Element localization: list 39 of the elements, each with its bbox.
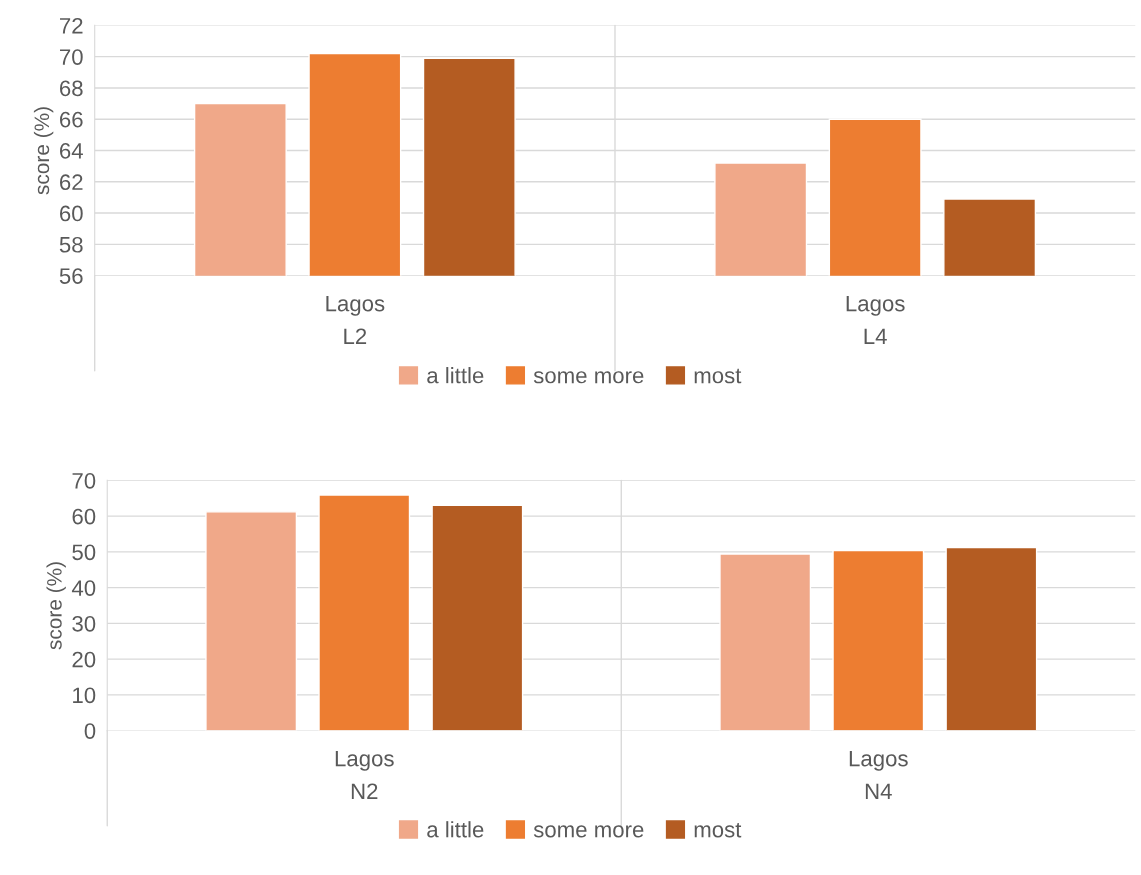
y-tick-label: 30 — [72, 615, 96, 632]
bar — [205, 511, 298, 731]
legend-label: a little — [427, 367, 484, 384]
y-tick-label: 66 — [60, 111, 83, 128]
y-tick-label: 10 — [73, 687, 96, 704]
y-tick-label: 50 — [72, 544, 96, 561]
legend-label: some more — [533, 825, 644, 838]
text: L4 — [864, 328, 887, 344]
x-tick-label: Lagos — [326, 295, 385, 316]
y-tick-label: 56 — [59, 268, 83, 284]
y-tick-label: 20 — [72, 651, 96, 668]
y-axis-title: score (%) — [33, 107, 54, 195]
bar — [719, 553, 812, 731]
y-tick-label: 72 — [60, 17, 83, 34]
x-tick-label: Lagos — [849, 750, 908, 771]
y-tick-label: 68 — [60, 80, 83, 97]
y-tick-label: 62 — [60, 174, 83, 191]
legend-label: most — [694, 822, 742, 838]
y-tick-label: 70 — [60, 49, 83, 65]
y-tick-label: 60 — [60, 205, 83, 222]
y-tick-label: 58 — [59, 236, 83, 253]
bar — [318, 494, 411, 731]
x-tick-label: Lagos — [335, 750, 394, 771]
y-tick-label: 64 — [60, 143, 83, 159]
text: L2 — [344, 328, 367, 344]
bar — [431, 504, 524, 731]
legend-label: some more — [533, 371, 644, 384]
legend-label: a little — [427, 821, 484, 838]
y-tick-label: 40 — [71, 580, 96, 596]
legend-label: most — [694, 368, 742, 384]
text: N4 — [865, 783, 892, 799]
y-tick-label: 70 — [72, 472, 96, 489]
y-axis-title: score (%) — [46, 562, 66, 650]
text: N2 — [351, 783, 378, 799]
y-tick-label: 0 — [84, 723, 96, 739]
y-tick-label: 60 — [72, 508, 96, 525]
x-tick-label: Lagos — [846, 295, 905, 316]
bar — [832, 549, 925, 731]
bar — [945, 546, 1038, 731]
